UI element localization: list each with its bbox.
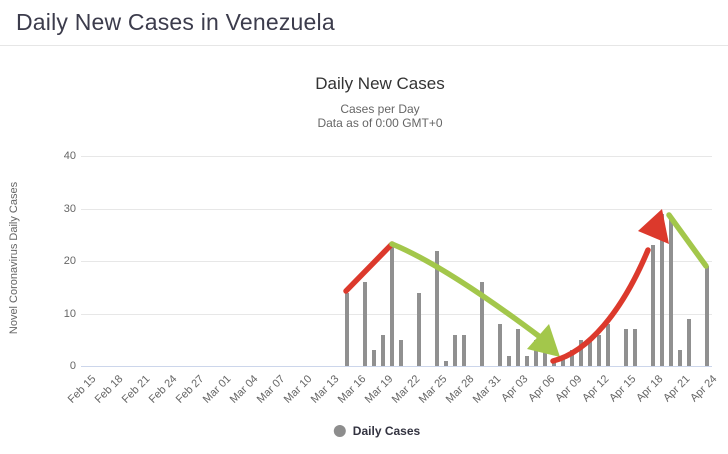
chart-subtitle-line2: Data as of 0:00 GMT+0 bbox=[317, 116, 443, 130]
x-tick-label: Apr 03 bbox=[499, 373, 531, 405]
daily-cases-bar[interactable] bbox=[380, 334, 385, 366]
falling-trend-arrow-1 bbox=[389, 241, 543, 340]
x-tick-label: Apr 18 bbox=[634, 373, 666, 405]
daily-cases-bar[interactable] bbox=[669, 219, 674, 366]
x-tick-label: Feb 21 bbox=[119, 373, 153, 406]
x-tick-label: Apr 15 bbox=[607, 373, 639, 405]
daily-cases-bar[interactable] bbox=[597, 334, 602, 366]
rising-trend-line-1 bbox=[343, 241, 395, 294]
x-tick-label: Mar 10 bbox=[281, 373, 315, 406]
daily-cases-bar[interactable] bbox=[570, 350, 575, 366]
daily-cases-bar[interactable] bbox=[561, 355, 566, 366]
falling-trend-line-2 bbox=[666, 212, 709, 269]
daily-cases-bar[interactable] bbox=[498, 324, 503, 366]
x-tick-label: Mar 28 bbox=[443, 373, 477, 406]
daily-cases-bar[interactable] bbox=[516, 329, 521, 366]
x-tick-label: Mar 13 bbox=[308, 373, 342, 406]
daily-cases-bar[interactable] bbox=[705, 266, 710, 366]
x-tick-label: Apr 09 bbox=[553, 373, 585, 405]
x-tick-label: Mar 01 bbox=[200, 373, 234, 406]
daily-cases-bar[interactable] bbox=[480, 282, 485, 366]
daily-cases-bar[interactable] bbox=[507, 355, 512, 366]
daily-cases-bar[interactable] bbox=[660, 213, 665, 366]
x-axis-line bbox=[81, 366, 712, 367]
daily-cases-bar[interactable] bbox=[371, 350, 376, 366]
y-tick-label: 0 bbox=[69, 360, 76, 372]
daily-cases-bar[interactable] bbox=[624, 329, 629, 366]
daily-cases-bar[interactable] bbox=[362, 282, 367, 366]
daily-cases-bar[interactable] bbox=[344, 292, 349, 366]
gridline bbox=[81, 156, 712, 157]
x-tick-label: Mar 04 bbox=[227, 373, 261, 406]
x-tick-label: Apr 06 bbox=[526, 373, 558, 405]
daily-cases-bar[interactable] bbox=[462, 334, 467, 366]
daily-cases-bar[interactable] bbox=[444, 360, 449, 366]
daily-cases-bar[interactable] bbox=[606, 324, 611, 366]
chart-title: Daily New Cases bbox=[315, 74, 445, 93]
chart-subtitle-line1: Cases per Day bbox=[340, 102, 420, 116]
page-title: Daily New Cases in Venezuela bbox=[16, 9, 335, 35]
x-tick-label: Apr 21 bbox=[661, 373, 693, 405]
daily-cases-bar[interactable] bbox=[579, 339, 584, 366]
x-tick-label: Feb 24 bbox=[146, 373, 180, 406]
x-tick-label: Mar 25 bbox=[416, 373, 450, 406]
x-tick-label: Feb 27 bbox=[173, 373, 207, 406]
legend-item-daily-cases[interactable]: Daily Cases bbox=[333, 424, 421, 438]
daily-cases-bar[interactable] bbox=[687, 318, 692, 366]
x-tick-label: Mar 16 bbox=[335, 373, 369, 406]
legend-marker-icon bbox=[333, 425, 346, 437]
y-tick-label: 20 bbox=[63, 255, 76, 267]
gridline bbox=[81, 261, 712, 262]
x-tick-label: Mar 07 bbox=[254, 373, 288, 406]
legend-label: Daily Cases bbox=[352, 424, 421, 438]
daily-cases-bar[interactable] bbox=[543, 334, 548, 366]
y-axis-title: Novel Coronavirus Daily Cases bbox=[8, 181, 20, 335]
x-tick-label: Mar 19 bbox=[362, 373, 396, 406]
daily-cases-bar[interactable] bbox=[651, 245, 656, 366]
daily-cases-bar[interactable] bbox=[453, 334, 458, 366]
x-tick-label: Feb 15 bbox=[65, 373, 98, 406]
daily-cases-bar[interactable] bbox=[633, 329, 638, 366]
y-tick-label: 30 bbox=[63, 202, 76, 215]
daily-cases-bar[interactable] bbox=[525, 355, 530, 366]
daily-new-cases-chart: Daily New Cases Cases per Day Data as of… bbox=[0, 46, 728, 454]
x-tick-label: Apr 24 bbox=[688, 373, 720, 405]
x-tick-label: Feb 18 bbox=[92, 373, 126, 406]
x-tick-label: Mar 31 bbox=[470, 373, 504, 406]
daily-cases-bar[interactable] bbox=[399, 339, 403, 366]
gridline bbox=[81, 208, 712, 210]
daily-cases-bar[interactable] bbox=[389, 245, 394, 366]
title-divider bbox=[0, 45, 728, 46]
y-tick-label: 40 bbox=[63, 150, 76, 162]
daily-cases-bar[interactable] bbox=[534, 339, 539, 366]
daily-cases-bar[interactable] bbox=[417, 292, 422, 366]
x-tick-label: Apr 12 bbox=[580, 373, 612, 405]
x-tick-label: Mar 22 bbox=[389, 373, 423, 406]
daily-cases-bar[interactable] bbox=[435, 250, 440, 366]
daily-cases-bar[interactable] bbox=[552, 360, 557, 366]
daily-cases-bar[interactable] bbox=[588, 339, 593, 366]
y-tick-label: 10 bbox=[63, 307, 76, 320]
daily-cases-bar[interactable] bbox=[678, 350, 683, 366]
gridline bbox=[81, 313, 712, 315]
